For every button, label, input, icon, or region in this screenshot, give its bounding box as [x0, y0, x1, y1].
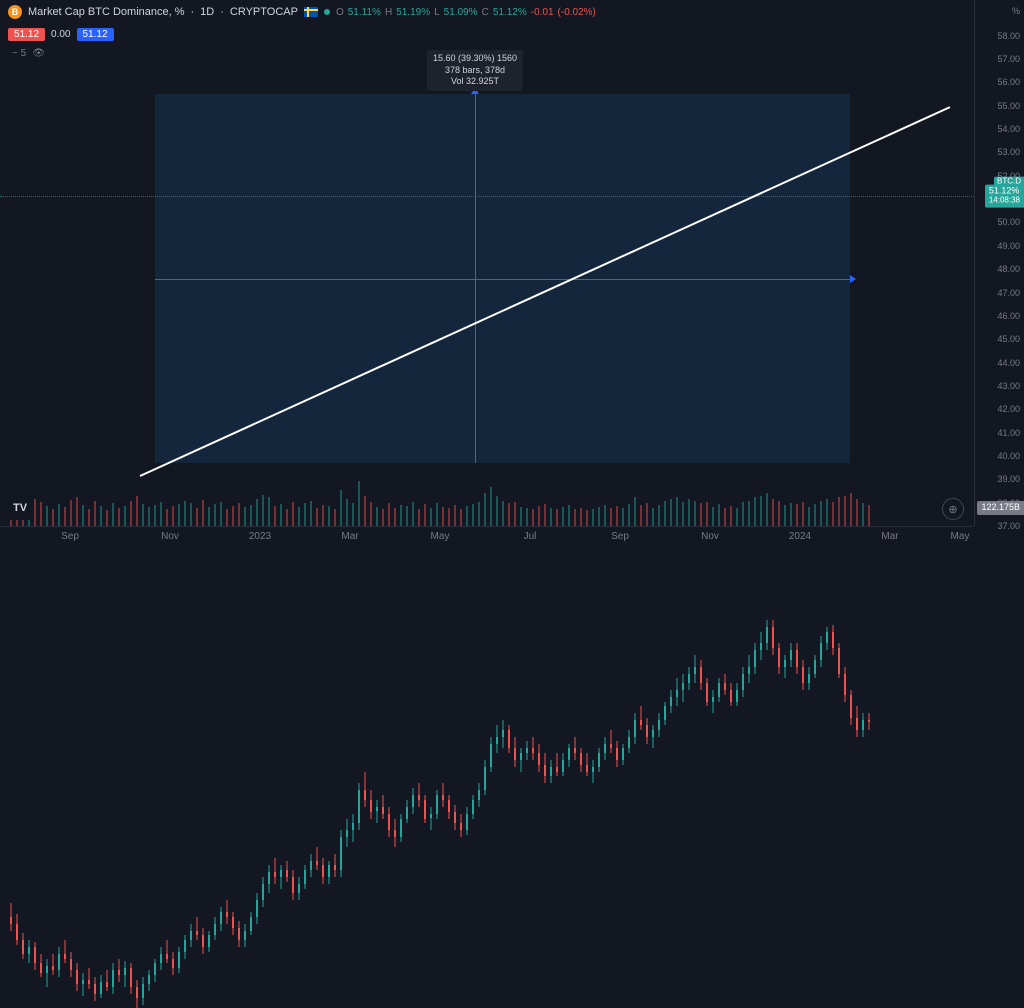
x-tick: Sep [611, 531, 629, 542]
y-tick: 47.00 [997, 288, 1020, 298]
btc-icon: B [8, 5, 22, 19]
x-axis[interactable]: Sep Nov 2023 Mar May Jul Sep Nov 2024 Mar May [0, 526, 974, 552]
chart-area[interactable]: 15.60 (39.30%) 1560 378 bars, 378d Vol 3… [0, 0, 974, 526]
eye-icon[interactable]: 👁 [32, 48, 45, 59]
dot-sep: · [191, 6, 195, 18]
y-tick: 50.00 [997, 217, 1020, 227]
x-tick: Nov [161, 531, 179, 542]
symbol-name[interactable]: Market Cap BTC Dominance, % [28, 6, 185, 18]
y-tick: 55.00 [997, 101, 1020, 111]
volume-tag: 122.175B [977, 501, 1024, 515]
y-tick: 53.00 [997, 147, 1020, 157]
y-tick: 54.00 [997, 124, 1020, 134]
exchange: CRYPTOCAP [230, 6, 298, 18]
ohlc-values: O51.11% H51.19% L51.09% C51.12% -0.01 (-… [336, 7, 596, 18]
y-tick: 46.00 [997, 311, 1020, 321]
dot-sep: · [220, 6, 224, 18]
status-dot-icon [324, 9, 330, 15]
y-tick: 45.00 [997, 334, 1020, 344]
x-tick: Mar [881, 531, 898, 542]
badge-mid: 0.00 [51, 29, 70, 40]
x-tick: May [951, 531, 970, 542]
y-tick: 43.00 [997, 381, 1020, 391]
go-to-date-icon[interactable]: ⊕ [942, 498, 964, 520]
x-tick: Nov [701, 531, 719, 542]
y-tick: 40.00 [997, 451, 1020, 461]
y-tick: 41.00 [997, 428, 1020, 438]
indicator-count[interactable]: ~ 5 [12, 48, 26, 59]
y-tick: 39.00 [997, 474, 1020, 484]
x-tick: Sep [61, 531, 79, 542]
y-tick: 42.00 [997, 404, 1020, 414]
y-tick: 48.00 [997, 264, 1020, 274]
y-tick: 44.00 [997, 358, 1020, 368]
chart-header: B Market Cap BTC Dominance, % · 1D · CRY… [0, 0, 1024, 24]
x-tick: Jul [524, 531, 537, 542]
flag-icon [304, 7, 318, 17]
x-tick: 2023 [249, 531, 271, 542]
indicator-row: ~ 5 👁 [0, 44, 1024, 62]
y-tick: 56.00 [997, 77, 1020, 87]
x-tick: 2024 [789, 531, 811, 542]
interval[interactable]: 1D [200, 6, 214, 18]
price-tag: 51.12% 14:08:38 [985, 185, 1024, 208]
tradingview-logo-icon[interactable]: TV [8, 496, 32, 520]
badge-low: 51.12 [8, 28, 45, 41]
y-tick: 49.00 [997, 241, 1020, 251]
sub-header: 51.12 0.00 51.12 [0, 24, 1024, 44]
x-tick: Mar [341, 531, 358, 542]
y-axis[interactable]: % 37.0038.0039.0040.0041.0042.0043.0044.… [974, 0, 1024, 526]
badge-high: 51.12 [77, 28, 114, 41]
x-tick: May [431, 531, 450, 542]
y-tick: 37.00 [997, 521, 1020, 531]
